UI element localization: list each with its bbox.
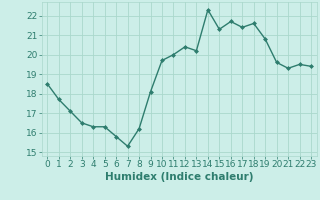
X-axis label: Humidex (Indice chaleur): Humidex (Indice chaleur) <box>105 172 253 182</box>
